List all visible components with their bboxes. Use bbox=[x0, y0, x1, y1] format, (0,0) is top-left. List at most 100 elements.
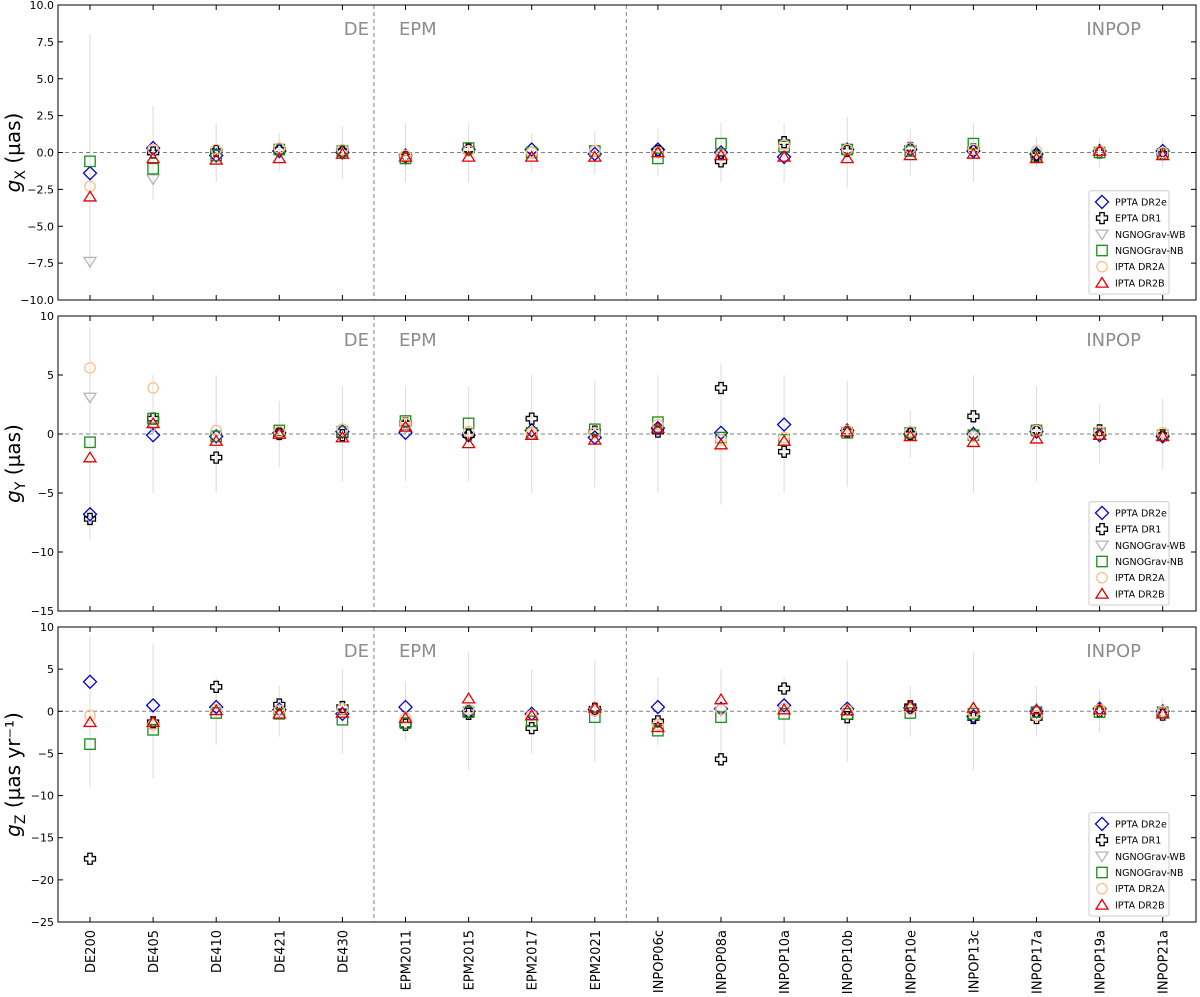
data-point bbox=[82, 715, 98, 728]
data-point bbox=[210, 149, 223, 162]
data-point bbox=[776, 702, 792, 715]
data-point bbox=[462, 703, 475, 716]
data-point bbox=[1030, 709, 1043, 722]
data-point bbox=[714, 381, 728, 395]
data-point bbox=[335, 147, 350, 159]
legend-marker bbox=[1095, 211, 1109, 225]
data-point bbox=[145, 174, 161, 186]
legend-label: PPTA DR2e bbox=[1115, 197, 1167, 208]
data-point bbox=[147, 162, 159, 175]
xtick-label: INPOP21a bbox=[1157, 930, 1172, 994]
region-label-inpop: INPOP bbox=[1086, 19, 1141, 40]
xtick-label: DE405 bbox=[147, 930, 162, 973]
ytick-label: −15 bbox=[31, 832, 54, 845]
xtick-label: INPOP10b bbox=[841, 930, 856, 994]
errorbars bbox=[89, 635, 1164, 788]
ytick-label: 0 bbox=[47, 428, 54, 441]
xtick-label: DE410 bbox=[210, 930, 225, 973]
data-point bbox=[904, 145, 917, 157]
region-label-epm: EPM bbox=[399, 641, 437, 662]
ytick-label: −7.5 bbox=[27, 257, 54, 270]
xtick-label: INPOP10e bbox=[904, 930, 919, 994]
data-point bbox=[524, 423, 540, 438]
series-ipta-dr2b bbox=[82, 144, 1170, 202]
data-point bbox=[147, 412, 159, 425]
region-label-de: DE bbox=[344, 330, 369, 351]
data-point bbox=[145, 715, 161, 728]
data-point bbox=[398, 150, 413, 162]
data-point bbox=[777, 445, 791, 458]
legend-marker bbox=[1096, 260, 1108, 273]
data-point bbox=[776, 149, 792, 165]
data-point bbox=[776, 434, 792, 446]
xtick-label: EPM2021 bbox=[589, 930, 604, 990]
legend-label: IPTA DR2B bbox=[1115, 589, 1165, 600]
data-point bbox=[1092, 702, 1107, 715]
data-point bbox=[715, 703, 727, 716]
data-point bbox=[904, 425, 917, 438]
data-point bbox=[587, 150, 602, 162]
data-point bbox=[82, 506, 98, 522]
series-epta-dr1 bbox=[83, 680, 1169, 865]
data-point bbox=[82, 674, 98, 690]
legend-marker bbox=[1096, 244, 1108, 257]
data-point bbox=[715, 434, 727, 446]
data-point bbox=[398, 711, 413, 723]
data-point bbox=[1155, 428, 1171, 444]
ytick-label: 2.5 bbox=[37, 110, 55, 123]
data-point bbox=[209, 434, 224, 446]
data-point bbox=[651, 715, 665, 728]
data-point bbox=[588, 145, 601, 157]
legend: PPTA DR2e EPTA DR1 NGNOGrav-WB NGNOGrav-NB I… bbox=[1088, 812, 1185, 917]
ytick-label: −5 bbox=[38, 747, 54, 760]
ytick-label: −15 bbox=[31, 605, 54, 618]
legend-label: EPTA DR1 bbox=[1115, 214, 1161, 225]
panel-1: DE EPM INPOP −10.0 −7.5 −5.0 −2.5 0.0 2.5 5.0 7.5 1… bbox=[1, 0, 1197, 307]
data-point bbox=[210, 430, 223, 443]
data-point bbox=[1155, 429, 1170, 442]
xtick-label: INPOP13c bbox=[967, 930, 982, 993]
ytick-label: −10.0 bbox=[20, 294, 54, 307]
data-point bbox=[272, 427, 287, 439]
ytick-label: 0 bbox=[47, 705, 54, 718]
data-point bbox=[652, 718, 664, 731]
data-point bbox=[904, 142, 917, 154]
data-point bbox=[82, 256, 98, 269]
ytick-label: 7.5 bbox=[37, 36, 55, 49]
data-point bbox=[210, 680, 223, 693]
data-point bbox=[1156, 705, 1169, 718]
data-point bbox=[399, 717, 412, 729]
data-point bbox=[462, 417, 475, 430]
legend-label: PPTA DR2e bbox=[1115, 819, 1167, 830]
data-point bbox=[966, 701, 981, 713]
data-point bbox=[776, 150, 792, 162]
data-point bbox=[713, 692, 729, 705]
ytick-label: −10 bbox=[31, 546, 54, 559]
legend-label: IPTA DR2A bbox=[1115, 884, 1165, 895]
data-point bbox=[587, 701, 602, 713]
data-point bbox=[336, 423, 349, 436]
data-point bbox=[967, 143, 980, 156]
data-point bbox=[272, 151, 287, 164]
xtick-label: EPM2011 bbox=[400, 930, 415, 990]
data-point bbox=[650, 421, 666, 433]
data-point bbox=[840, 703, 855, 716]
data-point bbox=[209, 703, 224, 716]
xtick-label: EPM2015 bbox=[463, 930, 478, 990]
data-point bbox=[461, 150, 476, 162]
xtick-label: DE430 bbox=[336, 930, 351, 973]
data-point bbox=[145, 427, 161, 443]
data-point bbox=[525, 715, 538, 728]
data-point bbox=[82, 392, 98, 405]
data-point bbox=[334, 145, 350, 160]
data-point bbox=[336, 700, 349, 714]
region-label-inpop: INPOP bbox=[1086, 330, 1141, 351]
data-point bbox=[1093, 425, 1106, 438]
data-point bbox=[84, 155, 96, 168]
legend: PPTA DR2e EPTA DR1 NGNOGrav-WB NGNOGrav-NB I… bbox=[1088, 190, 1185, 295]
data-point bbox=[336, 143, 349, 156]
data-point bbox=[272, 707, 287, 719]
data-point bbox=[399, 417, 412, 430]
data-point bbox=[903, 699, 918, 712]
data-point bbox=[1030, 424, 1043, 437]
